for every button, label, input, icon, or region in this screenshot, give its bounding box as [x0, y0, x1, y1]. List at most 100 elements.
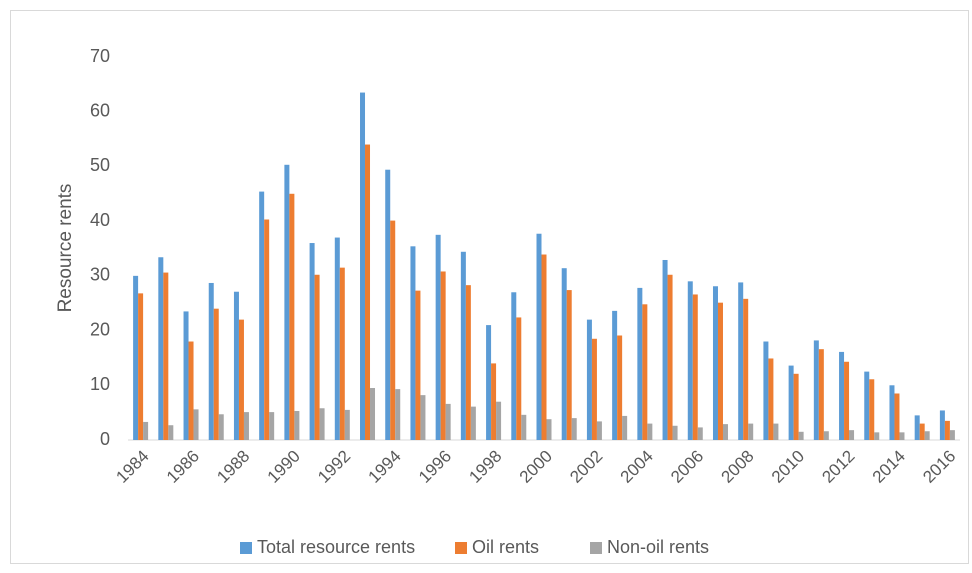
- bar: [914, 415, 920, 440]
- y-tick-label: 60: [90, 100, 110, 120]
- bar: [667, 274, 673, 440]
- bar: [889, 385, 895, 440]
- bar: [415, 290, 421, 440]
- legend-swatch: [590, 542, 602, 554]
- bar: [561, 268, 567, 440]
- legend-swatch: [240, 542, 252, 554]
- bar: [183, 311, 189, 440]
- bar: [844, 361, 850, 440]
- bar: [894, 393, 900, 440]
- y-tick-label: 30: [90, 265, 110, 285]
- bar: [899, 432, 905, 440]
- bar: [410, 246, 416, 440]
- bar: [496, 401, 502, 440]
- bar: [233, 291, 239, 440]
- bar: [213, 308, 219, 440]
- y-tick-label: 0: [100, 429, 110, 449]
- bar: [511, 292, 517, 440]
- bar: [763, 341, 769, 440]
- legend-label: Oil rents: [472, 537, 539, 557]
- bar: [612, 310, 618, 440]
- bar: [370, 388, 376, 440]
- bar: [319, 408, 325, 440]
- bar: [193, 409, 199, 440]
- bar: [874, 432, 880, 440]
- bar: [793, 373, 799, 440]
- bar: [712, 286, 718, 440]
- y-tick-label: 50: [90, 155, 110, 175]
- bar: [238, 319, 244, 440]
- bar: [662, 259, 668, 440]
- bar: [491, 363, 497, 440]
- bar: [259, 191, 265, 440]
- bar: [617, 335, 623, 440]
- bar: [289, 193, 295, 440]
- bar: [470, 406, 476, 440]
- bar: [586, 319, 592, 440]
- bar: [138, 293, 144, 440]
- bar: [546, 419, 552, 440]
- y-tick-label: 20: [90, 319, 110, 339]
- bar: [420, 395, 426, 440]
- bar: [344, 409, 350, 440]
- y-tick-label: 70: [90, 46, 110, 66]
- y-tick-label: 40: [90, 210, 110, 230]
- legend-label: Non-oil rents: [607, 537, 709, 557]
- bar: [435, 234, 441, 440]
- bar: [637, 287, 643, 440]
- bar: [591, 338, 597, 440]
- bar: [465, 285, 471, 440]
- bar: [163, 272, 169, 440]
- bar: [849, 430, 855, 440]
- bar: [818, 349, 824, 440]
- bar: [264, 219, 270, 440]
- bar: [314, 274, 320, 440]
- bar: [596, 421, 602, 440]
- bar: [460, 251, 466, 440]
- bar: [395, 389, 401, 440]
- bar: [768, 358, 774, 440]
- bar: [748, 423, 754, 440]
- bar: [516, 317, 522, 440]
- bar: [365, 144, 371, 441]
- bar: [208, 282, 214, 440]
- chart-frame: [10, 10, 969, 564]
- bar: [722, 424, 728, 440]
- legend-swatch: [455, 542, 467, 554]
- bar: [773, 423, 779, 440]
- bar: [697, 427, 703, 440]
- bar: [798, 431, 804, 440]
- bar: [309, 243, 315, 440]
- bar: [445, 403, 451, 440]
- bar: [294, 411, 300, 440]
- bar: [869, 379, 875, 440]
- bar: [647, 423, 653, 440]
- bar: [133, 275, 139, 440]
- bar: [339, 267, 345, 440]
- bar: [738, 282, 744, 440]
- bar: [672, 425, 678, 440]
- bar: [334, 237, 340, 440]
- bar: [486, 325, 492, 440]
- bar: [743, 298, 749, 440]
- y-tick-label: 10: [90, 374, 110, 394]
- bar: [642, 304, 648, 440]
- bar: [243, 412, 249, 440]
- bar: [360, 92, 366, 441]
- bar: [864, 371, 870, 440]
- bar: [924, 431, 930, 440]
- y-axis-title: Resource rents: [55, 184, 76, 313]
- legend-label: Total resource rents: [257, 537, 415, 557]
- bar: [939, 410, 945, 440]
- bar: [949, 430, 955, 440]
- bar: [269, 412, 275, 440]
- bar: [521, 414, 527, 440]
- bar: [622, 415, 628, 440]
- bar: [143, 421, 149, 440]
- bar: [385, 169, 391, 440]
- bar: [919, 423, 925, 440]
- bar: [390, 220, 396, 440]
- bar: [218, 414, 224, 440]
- bar: [944, 420, 950, 440]
